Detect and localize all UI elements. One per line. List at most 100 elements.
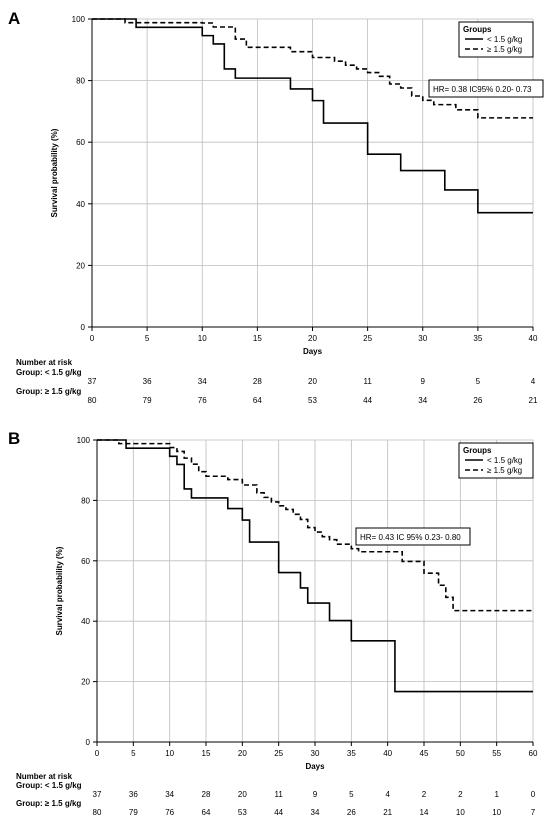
x-tick-label: 25 [363,334,372,343]
y-tick-label: 40 [76,200,85,209]
x-tick-label: 25 [274,749,283,758]
x-tick-label: 0 [90,334,95,343]
legend-label: ≥ 1.5 g/kg [487,466,522,475]
chart-panel-b: B0 5 10 15 20 25 30 35 40 45 50 55 60020406080100Day… [8,429,538,817]
risk-count: 5 [476,377,481,386]
x-tick-label: 20 [308,334,317,343]
x-tick-label: 50 [456,749,465,758]
legend: Groups< 1.5 g/kg≥ 1.5 g/kg [458,21,534,58]
legend: Groups< 1.5 g/kg≥ 1.5 g/kg [458,442,534,479]
y-axis-label: Survival probability (%) [55,546,64,635]
y-tick-label: 0 [81,323,86,332]
survival-curve-high-dose [92,18,533,119]
risk-count: 7 [531,808,536,817]
y-tick-label: 80 [76,77,85,86]
risk-count: 10 [492,808,501,817]
risk-count: 79 [143,396,152,405]
x-tick-label: 60 [529,749,538,758]
risk-count: 34 [418,396,427,405]
risk-count: 26 [347,808,356,817]
y-tick-label: 100 [72,15,86,24]
risk-count: 79 [129,808,138,817]
chart-panel-a: A 0 5 10 15 20 25 30 35 40 0 20 40 60 80 100 Days Surviva… [8,9,544,405]
risk-count: 80 [93,808,102,817]
y-tick-label: 20 [81,678,90,687]
risk-group-label: Group: < 1.5 g/kg [16,368,82,377]
risk-table-heading: Number at risk [16,772,73,781]
risk-count: 20 [238,790,247,799]
x-tick-label: 20 [238,749,247,758]
y-tick-label: 80 [81,496,90,505]
risk-count: 20 [308,377,317,386]
x-tick-label: 5 [131,749,136,758]
y-tick-label: 60 [76,138,85,147]
hr-annotation-box [428,79,544,98]
x-tick-label: 55 [492,749,501,758]
legend-title: Groups [463,25,492,34]
y-axis-label: Survival probability (%) [50,128,59,217]
x-tick-label: 30 [418,334,427,343]
risk-count: 26 [473,396,482,405]
hr-annotation-box [355,527,471,546]
risk-group-label: Group: < 1.5 g/kg [16,781,82,790]
x-tick-label: 35 [473,334,482,343]
x-tick-label: 40 [383,749,392,758]
legend-title: Groups [463,446,492,455]
risk-count: 76 [165,808,174,817]
x-tick-label: 45 [420,749,429,758]
risk-table-heading: Number at risk [16,358,73,367]
x-tick-label: 5 [145,334,150,343]
legend-label: < 1.5 g/kg [487,35,522,44]
risk-group-label: Group: ≥ 1.5 g/kg [16,799,81,808]
survival-curve-low-dose [92,18,533,214]
x-tick-label: 30 [311,749,320,758]
risk-count: 4 [385,790,390,799]
risk-count: 34 [165,790,174,799]
risk-count: 64 [253,396,262,405]
risk-count: 21 [529,396,538,405]
risk-count: 21 [383,808,392,817]
risk-count: 36 [143,377,152,386]
risk-count: 34 [198,377,207,386]
risk-count: 37 [88,377,97,386]
risk-count: 9 [421,377,426,386]
hr-annotation: HR= 0.38 IC95% 0.20- 0.73 [433,85,532,94]
risk-count: 64 [202,808,211,817]
x-tick-label: 15 [202,749,211,758]
risk-count: 2 [458,790,463,799]
x-tick-label: 10 [165,749,174,758]
panel-label: A [8,9,20,28]
y-tick-label: 20 [76,261,85,270]
risk-count: 80 [88,396,97,405]
legend-label: < 1.5 g/kg [487,456,522,465]
risk-count: 10 [456,808,465,817]
risk-count: 14 [420,808,429,817]
risk-count: 37 [93,790,102,799]
x-axis-label: Days [305,762,325,771]
risk-count: 53 [238,808,247,817]
risk-count: 0 [531,790,536,799]
risk-count: 34 [311,808,320,817]
risk-group-label: Group: ≥ 1.5 g/kg [16,387,81,396]
x-tick-label: 10 [198,334,207,343]
risk-count: 2 [422,790,427,799]
risk-count: 1 [494,790,499,799]
x-tick-label: 15 [253,334,262,343]
y-tick-label: 0 [86,738,91,747]
risk-count: 11 [275,790,284,799]
legend-label: ≥ 1.5 g/kg [487,45,522,54]
risk-count: 5 [349,790,354,799]
risk-count: 76 [198,396,207,405]
survival-curve-low-dose [97,439,533,693]
risk-count: 11 [363,377,372,386]
risk-count: 28 [202,790,211,799]
risk-count: 4 [531,377,536,386]
x-axis-label: Days [303,347,323,356]
hr-annotation: HR= 0.43 IC 95% 0.23- 0.80 [360,533,461,542]
risk-count: 28 [253,377,262,386]
risk-count: 44 [274,808,283,817]
risk-count: 53 [308,396,317,405]
